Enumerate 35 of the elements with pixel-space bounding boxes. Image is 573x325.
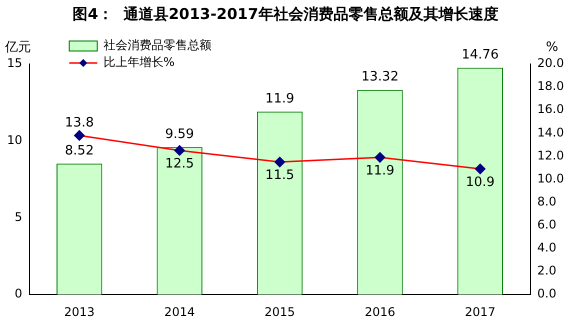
y2-tick-label: 2.0 <box>537 264 556 278</box>
y2-tick-label: 12.0 <box>537 148 564 162</box>
data-label: 10.9 <box>466 174 495 190</box>
y-tick-label: 15 <box>6 56 22 70</box>
y2-tick-label: 14.0 <box>537 125 564 140</box>
x-tick-label: 2013 <box>64 304 95 319</box>
y2-tick-label: 6.0 <box>537 218 556 232</box>
y-tick-label: 5 <box>14 210 22 224</box>
y-tick-label: 10 <box>6 132 22 147</box>
data-label: 14.76 <box>462 48 499 63</box>
y2-tick-label: 4.0 <box>537 240 556 255</box>
data-label: 11.5 <box>265 168 294 183</box>
data-label: 13.32 <box>361 70 399 85</box>
data-label: 8.52 <box>64 143 94 158</box>
x-tick-label: 2016 <box>364 304 396 319</box>
legend-label: 比上年增长% <box>103 55 175 70</box>
y2-tick-label: 20.0 <box>537 56 564 70</box>
data-label: 12.5 <box>165 156 194 172</box>
legend-label: 社会消费品零售总额 <box>103 38 212 52</box>
y-axis-title: 亿元 <box>4 40 31 55</box>
y2-tick-label: 16.0 <box>537 102 564 116</box>
y2-tick-label: 0.0 <box>537 286 556 301</box>
chart-title: 图4： 通道县2013-2017年社会消费品零售总额及其增长速度 <box>72 4 498 23</box>
x-tick-label: 2015 <box>264 304 296 319</box>
y2-tick-label: 8.0 <box>537 194 556 208</box>
y-tick-label: 0 <box>14 286 22 301</box>
data-label: 13.8 <box>64 115 94 130</box>
data-label: 11.9 <box>366 163 394 178</box>
y2-tick-label: 18.0 <box>537 79 564 94</box>
y2-tick-label: 10.0 <box>537 171 564 186</box>
y2-axis-title: % <box>546 40 558 55</box>
x-tick-label: 2014 <box>164 304 195 319</box>
data-label: 11.9 <box>265 92 294 107</box>
x-tick-label: 2017 <box>464 304 496 319</box>
data-label: 9.59 <box>165 127 194 142</box>
